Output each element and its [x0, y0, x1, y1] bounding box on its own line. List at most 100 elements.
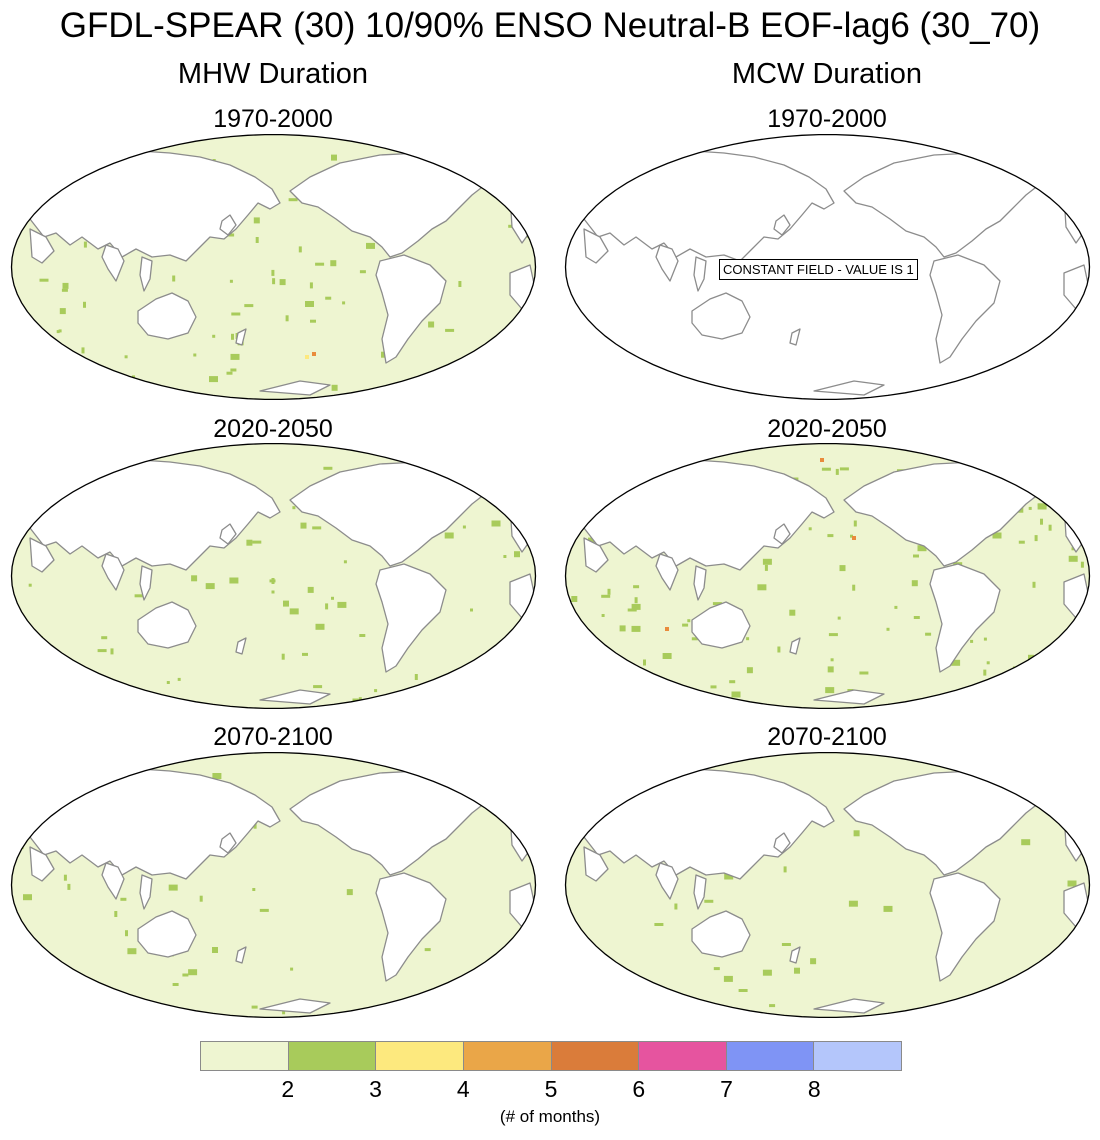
- data-cell: [252, 540, 262, 544]
- data-cell: [1067, 880, 1077, 887]
- land-mass: [691, 910, 751, 958]
- land-mass: [137, 910, 197, 958]
- land-mass: [993, 142, 1047, 166]
- panel-title-mcw-2: 2020-2050: [767, 415, 887, 443]
- data-cell: [281, 653, 285, 660]
- data-cell: [913, 616, 920, 619]
- data-cell: [313, 685, 323, 689]
- data-cell: [783, 866, 787, 873]
- data-cell: [199, 895, 203, 902]
- data-cell: [516, 825, 523, 832]
- data-cell: [309, 282, 313, 289]
- data-cell: [279, 279, 286, 286]
- data-cell: [1020, 697, 1024, 701]
- data-cell: [288, 198, 298, 202]
- data-cell: [61, 288, 68, 292]
- data-cell: [226, 371, 233, 375]
- colorbar-units: (# of months): [499, 1107, 601, 1126]
- data-cell: [746, 667, 753, 674]
- land-mass: [789, 637, 801, 655]
- data-cell: [172, 983, 179, 986]
- data-cell: [983, 669, 987, 676]
- data-cell: [1048, 524, 1052, 531]
- map-outline: [564, 442, 1091, 710]
- data-cell: [315, 262, 325, 266]
- data-cell: [1080, 561, 1084, 568]
- colorbar-segment: [201, 1042, 288, 1070]
- data-cell: [359, 634, 366, 637]
- data-cell: [253, 822, 257, 829]
- data-cell: [522, 961, 529, 968]
- data-cell: [271, 269, 275, 276]
- data-cell: [994, 694, 998, 701]
- data-cell: [913, 554, 919, 558]
- data-cell: [682, 623, 689, 627]
- data-cell: [576, 471, 586, 475]
- data-cell: [1068, 555, 1078, 562]
- data-cell: [712, 602, 722, 606]
- data-cell: [794, 967, 800, 974]
- data-cell: [229, 577, 239, 584]
- data-cell: [330, 260, 337, 267]
- data-cell: [325, 603, 329, 610]
- data-cell: [205, 583, 215, 590]
- land-mass: [773, 214, 791, 236]
- data-cell: [588, 496, 591, 502]
- colorbar-segment: [813, 1042, 901, 1070]
- data-cell: [911, 580, 918, 587]
- data-cell: [853, 520, 857, 527]
- data-cell: [524, 223, 530, 227]
- land-mass: [843, 461, 1045, 567]
- data-cell: [917, 545, 927, 552]
- colorbar-segment: [725, 1042, 814, 1070]
- data-cell: [56, 376, 63, 382]
- data-cell: [1004, 983, 1008, 990]
- data-cell: [86, 681, 90, 685]
- data-cell: [127, 948, 137, 955]
- data-cell: [769, 1004, 776, 1008]
- data-cell: [571, 596, 578, 602]
- data-cell: [182, 973, 189, 977]
- data-cell: [634, 597, 638, 604]
- land-mass: [929, 563, 1001, 673]
- land-mass: [693, 874, 707, 910]
- data-cell: [835, 468, 839, 475]
- colorbar-tick-label: 2: [281, 1076, 295, 1102]
- data-cell: [272, 278, 276, 285]
- data-cell: [781, 943, 791, 946]
- data-cell: [59, 308, 66, 315]
- land-mass: [101, 553, 125, 591]
- data-cell: [654, 923, 664, 926]
- data-cell: [746, 637, 750, 641]
- data-cell: [519, 359, 525, 366]
- data-cell: [19, 489, 26, 492]
- data-cell: [580, 496, 587, 500]
- land-mass: [289, 770, 491, 876]
- land-mass: [691, 292, 751, 340]
- data-cell: [289, 608, 299, 615]
- data-cell: [601, 614, 605, 617]
- data-cell: [762, 558, 772, 565]
- data-cell: [23, 894, 32, 901]
- data-cell: [710, 685, 717, 689]
- data-cell: [56, 330, 60, 334]
- land-mass: [235, 328, 247, 346]
- data-cell: [723, 975, 733, 982]
- data-cell: [514, 551, 520, 558]
- data-cell: [883, 905, 893, 912]
- data-cell: [43, 167, 50, 174]
- data-cell: [177, 677, 181, 681]
- data-cell: [244, 304, 254, 308]
- data-cell: [458, 281, 462, 287]
- data-cell: [983, 637, 987, 641]
- data-cell: [28, 583, 32, 587]
- data-cell: [527, 186, 536, 190]
- data-cell: [503, 555, 507, 558]
- land-mass: [655, 244, 679, 282]
- data-cell: [331, 384, 338, 391]
- land-mass: [29, 537, 55, 573]
- data-cell: [251, 1005, 258, 1009]
- data-cell: [36, 193, 43, 197]
- data-cell: [300, 522, 307, 529]
- data-cell: [71, 790, 81, 794]
